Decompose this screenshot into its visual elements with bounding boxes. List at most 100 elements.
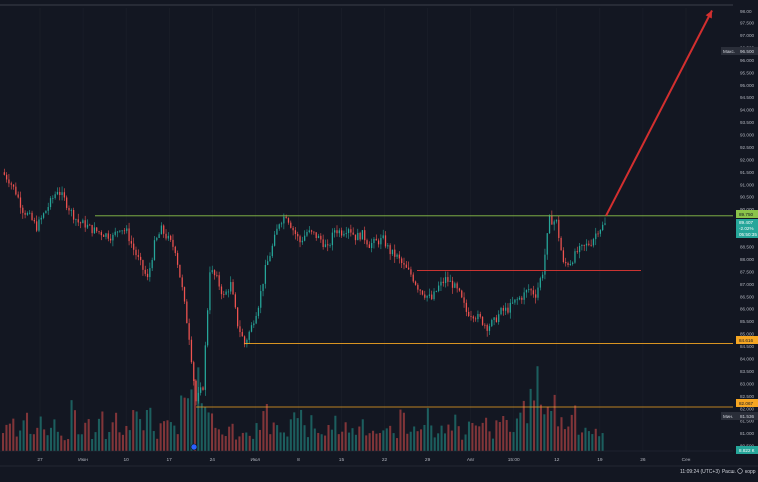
volume-bar (361, 419, 364, 451)
candle-body (61, 192, 63, 195)
volume-bar (84, 422, 87, 451)
horizontal-levels[interactable] (95, 215, 733, 408)
volume-bar (385, 428, 388, 451)
volume-bar (553, 394, 556, 451)
volume-bar (354, 434, 357, 451)
candle-body (126, 228, 128, 231)
volume-bar (279, 432, 282, 451)
candle-body (590, 244, 592, 246)
candle-body (170, 235, 172, 240)
time-axis[interactable]: 27 Июн 10 17 24 Июл 8 15 22 29 Авг 15:00 12 19 26 Сен (0, 443, 733, 463)
candle-body (555, 219, 558, 222)
volume-bar (378, 433, 381, 451)
volume-bar (317, 432, 320, 451)
candle-body (558, 219, 560, 238)
candle-body (313, 231, 315, 233)
candle-body (532, 290, 535, 295)
volume-bar (207, 412, 210, 451)
volume-bar (187, 398, 190, 451)
settings-gear-icon[interactable] (737, 468, 743, 474)
time-tick-label: 27 (37, 457, 43, 463)
candle-body (248, 331, 250, 340)
candle-body (405, 264, 407, 268)
candle-body (144, 269, 146, 274)
candle-body (442, 281, 444, 284)
price-tick-label: 84.500 (740, 344, 754, 349)
volume-bar (467, 421, 471, 451)
candle-body (407, 267, 410, 270)
candle-body (417, 284, 419, 290)
candle-body (502, 307, 504, 311)
candle-body (112, 234, 114, 241)
volume-bar (519, 412, 522, 451)
candle-body (553, 221, 555, 225)
candle-body (193, 362, 195, 382)
candle-body (472, 316, 474, 319)
max-label-tag: Макс. (723, 49, 735, 54)
volume-bar (8, 423, 11, 451)
trend-arrow[interactable] (605, 10, 713, 217)
candle-body (183, 287, 186, 302)
volume-bar (97, 418, 100, 451)
candle-body (347, 229, 350, 233)
candle-body (588, 243, 590, 245)
candle-body (454, 283, 456, 288)
price-tick-label: 85.500 (740, 319, 754, 324)
volume-bar (183, 397, 186, 451)
status-time[interactable]: 11:09:24 (UTC+3) (680, 469, 720, 475)
candle-body (79, 222, 82, 224)
candle-body (421, 290, 424, 295)
candle-body (541, 274, 544, 279)
candle-body (359, 232, 361, 240)
trend-arrow-shaft[interactable] (605, 10, 713, 217)
volume-bar (488, 431, 491, 451)
volume-value-tag (736, 446, 758, 454)
volume-bar (200, 403, 203, 451)
candle-body (546, 233, 548, 255)
price-axis[interactable]: 98.00 97.500 97.000 96.500 96.000 95.500 95.0… (721, 0, 758, 466)
volume-bar (231, 423, 234, 451)
time-tick-label: Июл (250, 457, 260, 463)
candle-body (576, 251, 578, 253)
volume-bar (522, 400, 525, 451)
time-tick-label: 17 (167, 457, 173, 463)
max-label-value: 96.500 (740, 49, 754, 54)
candle-body (511, 302, 514, 304)
candle-body (195, 381, 197, 402)
volume-bar (375, 433, 378, 451)
volume-bar (125, 425, 128, 451)
candle-body (294, 230, 297, 234)
price-tick-label: 82.500 (740, 394, 754, 399)
candle-body (306, 232, 308, 236)
candle-body (578, 245, 581, 253)
volume-bar (306, 437, 309, 451)
volume-bar (598, 436, 601, 451)
event-marker-icon[interactable] (190, 443, 198, 451)
price-tick-label: 83.000 (740, 381, 754, 386)
volume-bar (104, 439, 107, 451)
trend-arrow-head-icon[interactable] (705, 10, 712, 19)
volume-bar (169, 422, 172, 451)
candle-body (345, 232, 347, 234)
candle-body (280, 223, 283, 225)
candle-body (449, 280, 451, 282)
candle-body (52, 198, 54, 199)
status-adjust[interactable]: корр (745, 469, 756, 475)
volume-bar (550, 410, 553, 451)
candle-body (336, 230, 338, 234)
volume-bar (368, 433, 371, 451)
status-extended-hours[interactable]: Расш. (722, 469, 736, 475)
candle-body (329, 245, 331, 246)
candle-body (29, 212, 31, 214)
time-tick-label: 15 (339, 457, 345, 463)
volume-bar (180, 395, 183, 451)
volume-bar (15, 436, 18, 451)
volume-bar (591, 434, 594, 451)
candle-body (403, 262, 405, 265)
volume-bar (2, 433, 5, 451)
volume-bar (108, 432, 111, 451)
volume-bar (426, 408, 429, 451)
price-tick-label: 92.500 (740, 145, 754, 150)
price-tick-label: 83.500 (740, 369, 754, 374)
